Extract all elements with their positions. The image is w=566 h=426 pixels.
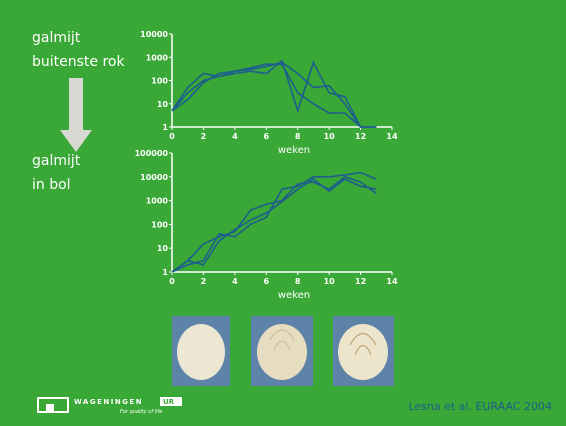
x-tick-label: 8 [295,277,301,286]
series-line [171,171,377,273]
series-line [171,178,377,273]
y-tick-label: 10 [157,100,169,109]
x-tick-label: 10 [324,277,336,286]
y-tick-label: 100000 [135,149,169,158]
y-tick-label: 1000 [146,53,169,62]
x-tick-label: 2 [201,132,207,141]
arrow [60,78,92,152]
photos [172,316,394,386]
y-tick-label: 1 [162,268,168,277]
x-tick-label: 14 [386,132,398,141]
logo: WAGENINGEN UR For quality of life [37,397,182,415]
series-line [171,63,377,128]
y-tick-label: 10000 [140,173,168,182]
x-tick-label: 10 [324,132,336,141]
x-tick-label: 12 [355,132,366,141]
x-axis-label: weken [278,290,310,301]
x-tick-label: 2 [201,277,207,286]
citation: Lesna et al. EURAAC 2004 [408,400,552,413]
y-tick-label: 100 [151,77,168,86]
y-tick-label: 1000 [146,197,169,206]
x-axis-label: weken [278,145,310,156]
x-tick-label: 6 [263,132,269,141]
logo-tagline: For quality of life [120,409,162,415]
label-bottom-1: galmijt [32,153,81,169]
logo-text: WAGENINGEN [74,398,143,406]
y-tick-label: 1 [162,123,168,132]
y-tick-label: 10000 [140,30,168,39]
label-top-1: galmijt [32,30,81,46]
x-tick-label: 0 [169,277,175,286]
x-tick-label: 8 [295,132,301,141]
label-top-2: buitenste rok [32,54,125,70]
x-tick-label: 0 [169,132,175,141]
series-line [171,59,377,128]
x-tick-label: 4 [232,132,238,141]
label-bottom-2: in bol [32,177,71,193]
x-tick-label: 6 [263,277,269,286]
logo-ur: UR [163,398,175,406]
x-tick-label: 14 [386,277,398,286]
x-tick-label: 12 [355,277,366,286]
y-tick-label: 10 [157,244,169,253]
x-tick-label: 4 [232,277,238,286]
y-tick-label: 100 [151,220,168,229]
